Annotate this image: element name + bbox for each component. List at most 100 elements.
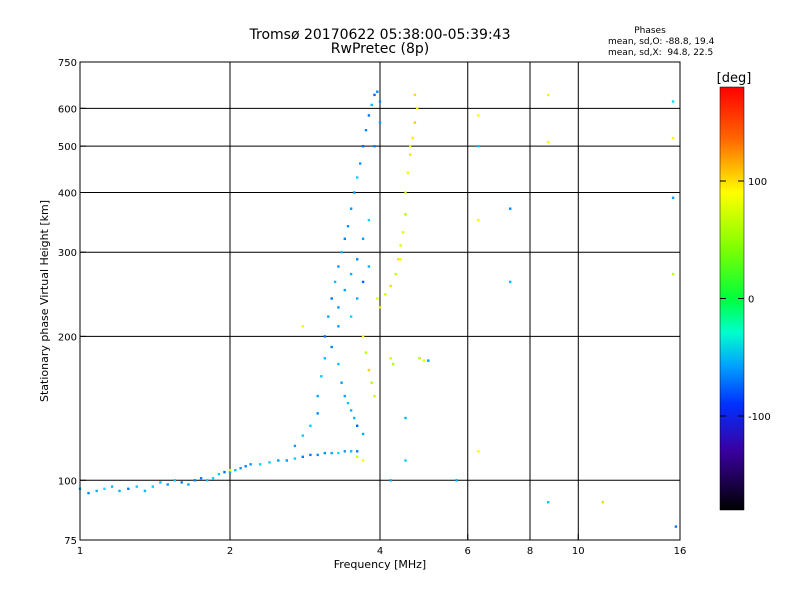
y-axis-ticks: 75 100 200 300 400 500 600 750 [58,58,86,547]
x-mode-point [547,93,550,97]
o-mode-point [330,451,333,455]
y-tick-label: 300 [58,248,77,259]
x-mode-point [477,219,480,222]
o-mode-point [455,479,458,482]
o-mode-point [103,487,106,490]
o-mode-point [343,450,346,453]
colorbar-ticks: 100 0 -100 [720,177,771,423]
o-mode-point [127,487,130,490]
o-mode-point [509,280,512,284]
colorbar-tick-label: -100 [748,412,771,423]
o-mode-point [259,463,262,466]
o-mode-point [349,315,353,318]
o-mode-point [364,129,368,132]
o-mode-point [674,525,678,528]
o-mode-point [356,424,359,427]
colorbar-label: [deg] [717,71,752,86]
phases-o-stats: mean, sd,O: -88.8, 19.4 [608,37,715,47]
o-mode-point [343,394,346,398]
o-mode-point [389,479,392,482]
x-mode-point [547,140,550,144]
o-mode-point [143,489,147,493]
o-mode-point [346,401,350,405]
colorbar-tick-label: 0 [748,295,754,306]
x-mode-point [378,306,382,309]
o-mode-point [361,145,365,148]
o-mode-point [316,394,319,398]
o-mode-point [337,265,340,268]
x-mode-point [409,153,412,156]
o-mode-point [356,258,359,261]
x-mode-point [406,171,410,174]
chart-title: Tromsø 20170622 05:38:00-05:39:43 [249,27,511,43]
o-mode-point [353,191,356,194]
chart-subtitle: RwPretec (8p) [331,41,429,57]
o-mode-point [509,207,512,210]
x-mode-point [397,258,400,261]
x-mode-point [391,362,395,366]
x-mode-point [394,272,397,276]
o-mode-point [180,481,183,484]
o-mode-point [346,225,350,228]
o-mode-point [234,469,237,472]
y-tick-label: 500 [58,142,77,153]
x-tick-label: 1 [77,546,83,557]
o-mode-point [285,459,288,462]
x-tick-label: 4 [377,546,383,557]
x-mode-point [389,284,392,288]
o-mode-point [370,103,373,107]
x-mode-point [404,213,407,216]
x-mode-point [361,335,365,338]
o-mode-point [361,432,365,436]
y-tick-label: 400 [58,188,77,199]
o-mode-point [349,409,353,412]
o-mode-point [206,479,209,482]
x-axis-label: Frequency [MHz] [334,558,426,571]
o-mode-point [337,451,340,455]
o-mode-point [373,93,376,97]
o-mode-point [367,265,371,268]
o-mode-point [309,424,312,427]
o-mode-point [337,306,340,309]
colorbar-tick-label: 100 [748,177,767,188]
x-mode-point [384,293,387,296]
x-mode-point [422,359,426,362]
o-mode-point [404,416,407,420]
data-points [78,90,678,528]
o-mode-point [118,489,121,493]
o-mode-point [316,453,319,457]
x-mode-point [401,231,405,234]
x-mode-point [228,469,232,472]
o-mode-point [268,461,271,464]
y-tick-label: 200 [58,332,77,343]
o-mode-point [361,237,365,240]
o-mode-point [367,114,371,117]
x-mode-point [404,191,407,194]
phases-heading: Phases [634,26,666,36]
o-mode-point [199,477,203,480]
x-mode-point [671,272,675,276]
o-mode-point [349,450,353,453]
o-mode-point [249,463,252,466]
o-mode-point [95,489,98,493]
o-mode-point [217,472,221,476]
o-mode-point [359,162,362,165]
x-mode-point [376,297,379,300]
y-tick-label: 750 [58,58,77,69]
x-mode-point [416,107,419,110]
o-mode-point [277,459,280,462]
o-mode-point [547,501,550,504]
o-mode-point [343,288,346,292]
x-mode-point [671,136,675,140]
phases-x-stats: mean, sd,X: 94.8, 22.5 [608,48,713,58]
x-mode-point [356,455,359,458]
o-mode-point [293,444,297,448]
x-mode-point [370,381,373,384]
x-mode-point [413,121,417,124]
x-mode-point [418,357,421,360]
x-mode-point [301,325,304,328]
x-mode-point [373,394,376,398]
x-tick-label: 6 [465,546,471,557]
